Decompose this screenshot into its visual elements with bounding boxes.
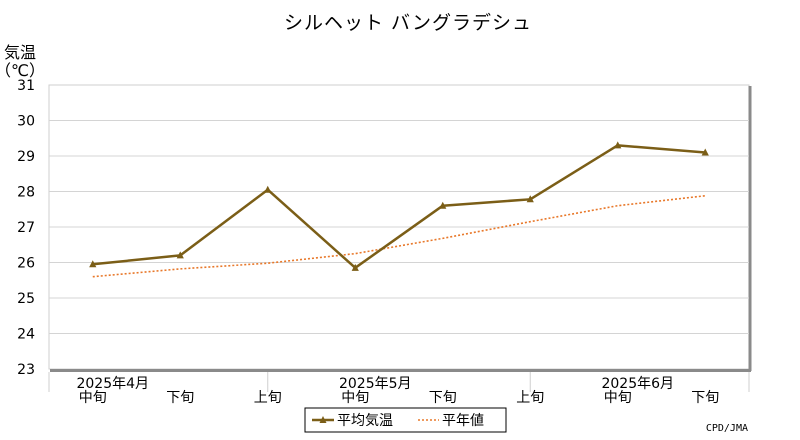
x-category-label: 中旬 — [341, 390, 369, 406]
legend: 平均気温 平年値 — [304, 407, 507, 433]
y-tick-label: 27 — [17, 220, 35, 236]
y-tick-label: 23 — [17, 362, 35, 378]
data-point-marker — [176, 251, 184, 259]
series-line — [92, 144, 706, 270]
x-month-separators — [48, 372, 750, 392]
chart-title: シルヘット バングラデシュ — [284, 12, 532, 34]
x-category-label: 下旬 — [166, 390, 194, 406]
data-point-marker — [614, 141, 622, 149]
data-point-marker — [701, 148, 709, 156]
x-category-label: 中旬 — [79, 390, 107, 406]
y-tick-label: 25 — [17, 291, 35, 307]
data-point-marker — [351, 263, 359, 271]
y-tick-label: 30 — [17, 114, 35, 130]
y-axis-label-line-1: 気温 — [4, 43, 36, 62]
data-point-marker — [264, 185, 272, 193]
y-tick-label: 29 — [17, 149, 35, 165]
data-point-marker — [89, 260, 97, 268]
x-category-label: 中旬 — [604, 390, 632, 406]
data-point-marker — [526, 195, 534, 203]
legend-label-avg: 平均気温 — [337, 413, 393, 429]
y-tick-label: 28 — [17, 185, 35, 201]
series-markers — [89, 141, 709, 271]
legend-label-normal: 平年値 — [442, 413, 484, 429]
x-month-labels: 2025年4月 2025年5月 2025年6月 — [76, 376, 674, 392]
credit: CPD/JMA — [706, 423, 748, 434]
x-category-labels: 中旬 下旬 上旬 中旬 下旬 上旬 中旬 下旬 — [79, 390, 720, 406]
data-point-marker — [439, 201, 447, 209]
x-category-label: 下旬 — [691, 390, 719, 406]
y-tick-label: 24 — [17, 327, 35, 343]
x-month-label: 2025年4月 — [76, 376, 149, 392]
x-category-label: 上旬 — [254, 390, 282, 406]
x-category-label: 上旬 — [516, 390, 544, 406]
x-month-label: 2025年6月 — [601, 376, 674, 392]
gridlines — [49, 120, 749, 334]
series-lines — [92, 144, 706, 278]
y-tick-labels: 23 24 25 26 27 28 29 30 31 — [17, 78, 35, 378]
x-month-label: 2025年5月 — [339, 376, 412, 392]
legend-marker-avg — [319, 416, 327, 423]
legend-box — [304, 407, 507, 433]
x-category-label: 下旬 — [429, 390, 457, 406]
y-axis-label-line-2: （℃） — [0, 61, 45, 80]
y-tick-label: 31 — [17, 78, 35, 94]
y-tick-label: 26 — [17, 256, 35, 272]
